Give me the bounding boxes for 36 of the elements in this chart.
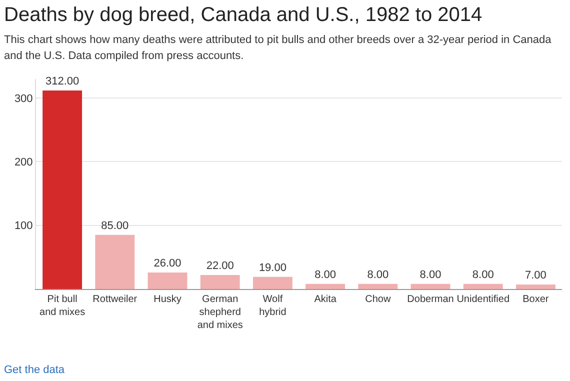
x-tick-label: Pit bull and mixes <box>40 294 86 318</box>
bar <box>516 284 556 289</box>
bar <box>95 234 135 289</box>
bar <box>306 284 346 289</box>
data-label: 7.00 <box>524 269 546 282</box>
bar <box>148 272 188 289</box>
bar <box>358 284 398 289</box>
y-tick-label: 200 <box>14 156 33 168</box>
x-tick-label: Boxer <box>522 294 550 305</box>
chart-title: Deaths by dog breed, Canada and U.S., 1982 to 2014 <box>4 4 484 27</box>
bar <box>463 284 503 289</box>
bar <box>410 284 450 289</box>
y-tick-label: 100 <box>14 220 33 232</box>
x-tick-label: Wolf hybrid <box>259 294 286 318</box>
bar <box>200 274 240 289</box>
data-label: 26.00 <box>154 257 182 270</box>
chart-subtitle: This chart shows how many deaths were attributed to pit bulls and other breeds over a 32-year period in Canada and the U.S. Data compiled from press accounts. <box>4 33 552 64</box>
data-label: 8.00 <box>420 268 442 281</box>
x-tick-label: Chow <box>365 294 392 305</box>
data-label: 8.00 <box>367 268 389 281</box>
data-label: 19.00 <box>258 262 286 274</box>
data-label: 85.00 <box>101 220 129 232</box>
x-tick-label: Unidentified <box>456 294 510 305</box>
x-tick-label: German shepherd and mixes <box>197 294 243 331</box>
x-tick-label: Husky <box>154 294 182 305</box>
text: Get the data <box>4 364 65 376</box>
x-tick-label: Akita <box>314 294 337 305</box>
data-label: 8.00 <box>472 268 494 281</box>
x-tick-label: Doberman <box>407 294 454 305</box>
y-tick-label: 300 <box>14 92 33 105</box>
data-label: 22.00 <box>206 260 234 272</box>
x-tick-label: Rottweiler <box>92 294 138 305</box>
bar <box>42 90 82 289</box>
data-label: 312.00 <box>45 75 80 88</box>
data-label: 8.00 <box>314 268 336 281</box>
bar <box>252 276 292 289</box>
